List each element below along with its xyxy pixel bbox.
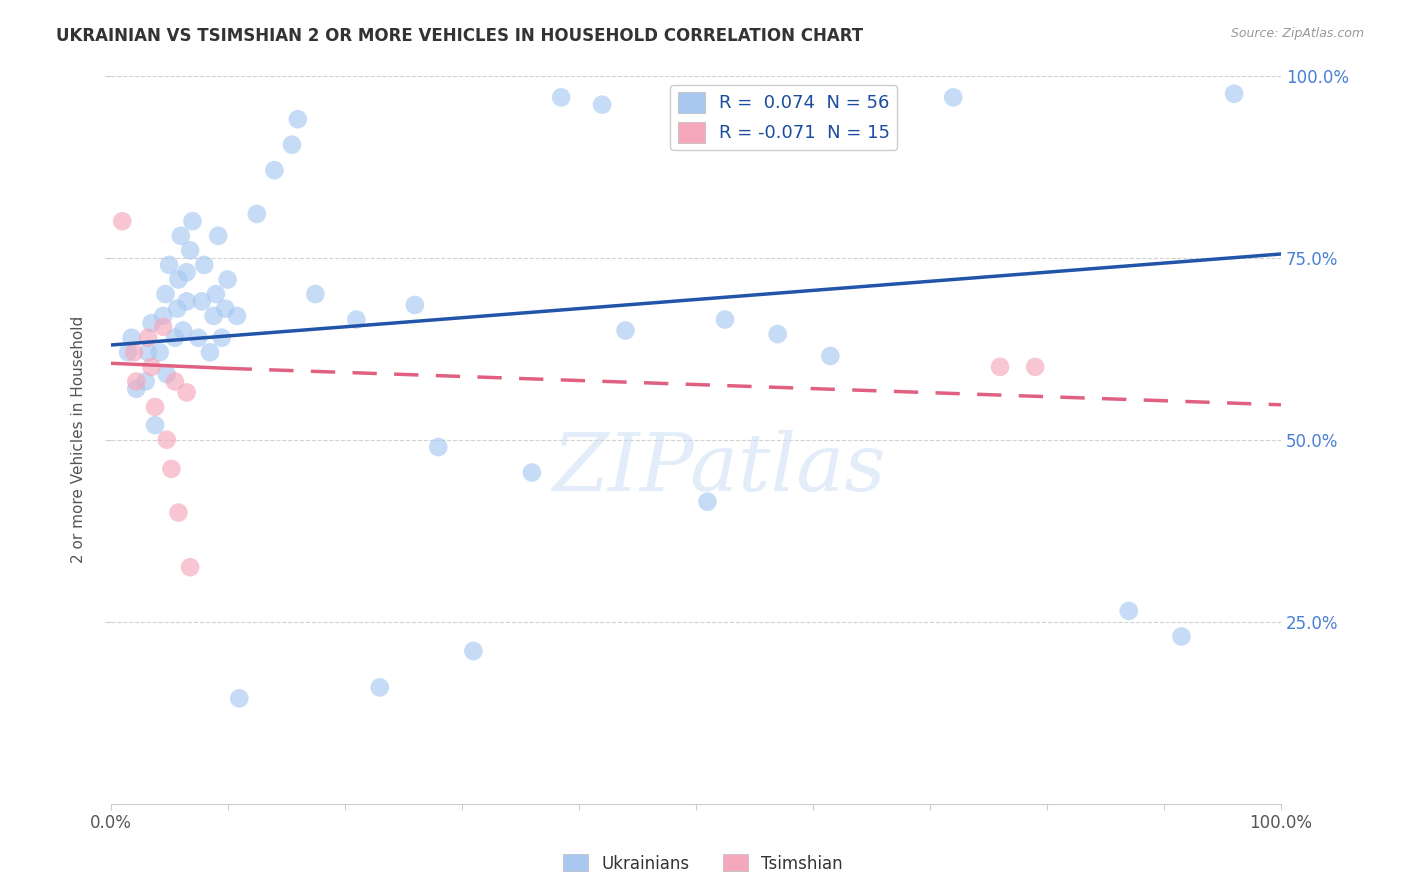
Point: [167, 506, 190, 520]
Point: [143, 400, 166, 414]
Point: [1118, 604, 1140, 618]
Point: [141, 316, 163, 330]
Point: [149, 345, 172, 359]
Point: [143, 418, 166, 433]
Point: [427, 440, 450, 454]
Point: [156, 367, 179, 381]
Point: [170, 228, 193, 243]
Point: [111, 214, 134, 228]
Point: [872, 90, 894, 104]
Point: [136, 331, 159, 345]
Point: [136, 345, 159, 359]
Point: [263, 163, 285, 178]
Point: [404, 298, 426, 312]
Point: [550, 90, 572, 104]
Point: [520, 466, 543, 480]
Point: [135, 375, 157, 389]
Point: [155, 287, 177, 301]
Legend: R =  0.074  N = 56, R = -0.071  N = 15: R = 0.074 N = 56, R = -0.071 N = 15: [671, 85, 897, 150]
Point: [125, 375, 148, 389]
Point: [157, 258, 180, 272]
Point: [176, 265, 198, 279]
Point: [160, 462, 183, 476]
Point: [988, 359, 1011, 374]
Point: [766, 327, 789, 342]
Point: [141, 359, 163, 374]
Point: [181, 214, 204, 228]
Point: [166, 301, 188, 316]
Point: [163, 331, 186, 345]
Point: [122, 345, 145, 359]
Point: [176, 294, 198, 309]
Point: [1170, 629, 1192, 643]
Point: [121, 331, 143, 345]
Point: [156, 433, 179, 447]
Point: [1024, 359, 1046, 374]
Point: [191, 294, 214, 309]
Point: [193, 258, 215, 272]
Text: UKRAINIAN VS TSIMSHIAN 2 OR MORE VEHICLES IN HOUSEHOLD CORRELATION CHART: UKRAINIAN VS TSIMSHIAN 2 OR MORE VEHICLE…: [56, 27, 863, 45]
Point: [287, 112, 309, 127]
Legend: Ukrainians, Tsimshian: Ukrainians, Tsimshian: [557, 847, 849, 880]
Point: [714, 312, 737, 326]
Point: [163, 375, 186, 389]
Point: [1223, 87, 1246, 101]
Point: [591, 97, 613, 112]
Point: [942, 90, 965, 104]
Point: [344, 312, 367, 326]
Point: [179, 560, 201, 574]
Point: [211, 331, 233, 345]
Point: [167, 272, 190, 286]
Point: [176, 385, 198, 400]
Point: [202, 309, 225, 323]
Text: Source: ZipAtlas.com: Source: ZipAtlas.com: [1230, 27, 1364, 40]
Point: [246, 207, 269, 221]
Point: [125, 382, 148, 396]
Point: [179, 244, 201, 258]
Point: [117, 345, 139, 359]
Point: [217, 272, 239, 286]
Point: [152, 319, 174, 334]
Point: [281, 137, 304, 152]
Point: [696, 494, 718, 508]
Point: [304, 287, 326, 301]
Point: [463, 644, 485, 658]
Point: [214, 301, 236, 316]
Point: [172, 323, 194, 337]
Point: [226, 309, 249, 323]
Point: [152, 309, 174, 323]
Point: [207, 228, 229, 243]
Text: ZIPatlas: ZIPatlas: [553, 430, 886, 508]
Point: [614, 323, 637, 337]
Point: [205, 287, 228, 301]
Point: [820, 349, 842, 363]
Point: [198, 345, 221, 359]
Y-axis label: 2 or more Vehicles in Household: 2 or more Vehicles in Household: [72, 316, 86, 564]
Point: [187, 331, 209, 345]
Point: [228, 691, 250, 706]
Point: [368, 681, 391, 695]
